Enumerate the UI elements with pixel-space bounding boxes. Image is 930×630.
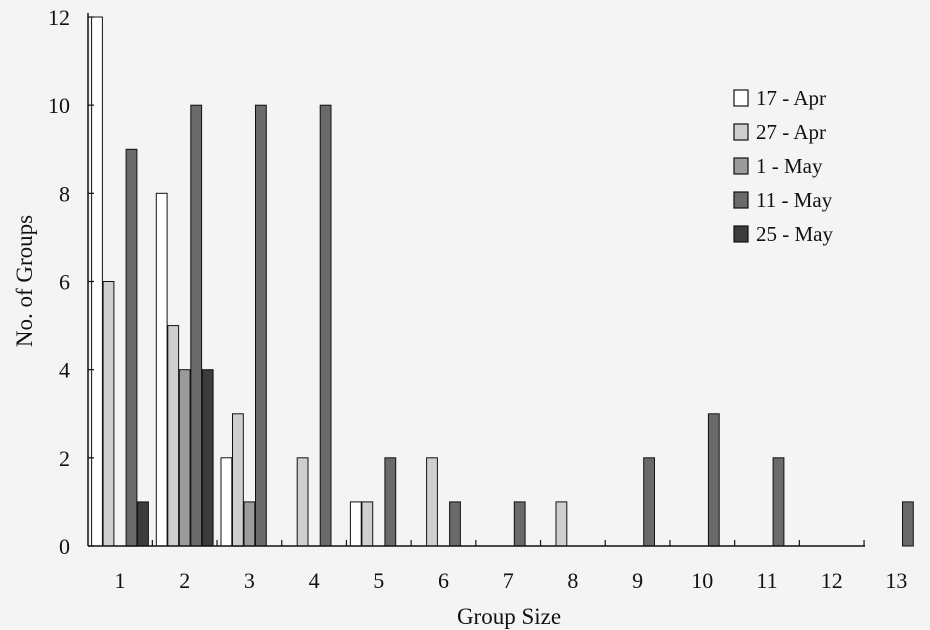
y-tick-label: 2 bbox=[59, 446, 70, 471]
y-tick-label: 8 bbox=[59, 181, 70, 206]
bar-25-may-2 bbox=[201, 369, 214, 547]
x-tick-label: 11 bbox=[756, 568, 777, 593]
x-tick-label: 1 bbox=[115, 568, 126, 593]
bar-27-apr-8 bbox=[555, 501, 568, 547]
bar-11-may-11 bbox=[772, 457, 785, 547]
y-tick-label: 10 bbox=[48, 93, 70, 118]
x-axis-title: Group Size bbox=[457, 604, 561, 629]
y-tick-label: 0 bbox=[59, 534, 70, 559]
y-axis-title: No. of Groups bbox=[12, 215, 37, 347]
legend-swatch bbox=[733, 191, 749, 209]
legend-label: 25 - May bbox=[756, 222, 833, 246]
bar-11-may-1 bbox=[125, 148, 138, 547]
legend-swatch bbox=[733, 157, 749, 175]
legend-swatch bbox=[733, 89, 749, 107]
x-tick-label: 4 bbox=[309, 568, 320, 593]
bar-27-apr-2 bbox=[167, 325, 180, 547]
bar-11-may-13 bbox=[902, 501, 914, 547]
legend-label: 27 - Apr bbox=[756, 120, 826, 144]
bar-17-apr-3 bbox=[220, 457, 233, 547]
x-tick-label: 8 bbox=[567, 568, 578, 593]
legend-label: 17 - Apr bbox=[756, 86, 826, 110]
y-tick-label: 12 bbox=[48, 5, 70, 30]
bar-11-may-2 bbox=[190, 104, 203, 547]
bar-27-apr-4 bbox=[296, 457, 309, 547]
bar-27-apr-5 bbox=[361, 501, 374, 547]
bar-11-may-6 bbox=[449, 501, 461, 547]
x-tick-label: 10 bbox=[691, 568, 713, 593]
bar-11-may-10 bbox=[707, 413, 720, 547]
x-tick-label: 9 bbox=[632, 568, 643, 593]
bar-27-apr-3 bbox=[232, 413, 244, 547]
legend: 17 - Apr 27 - Apr 1 - May 11 - May 25 - May bbox=[733, 86, 833, 246]
bar-27-apr-6 bbox=[426, 457, 438, 547]
y-tick-label: 6 bbox=[59, 270, 70, 295]
x-tick-label: 7 bbox=[503, 568, 514, 593]
y-axis: 0 2 4 6 8 10 12 bbox=[48, 5, 94, 559]
x-tick-label: 5 bbox=[373, 568, 384, 593]
x-axis: 1 2 3 4 5 6 7 8 9 10 11 12 13 bbox=[88, 540, 907, 593]
legend-label: 1 - May bbox=[756, 154, 823, 178]
legend-swatch bbox=[733, 225, 749, 243]
bar-25-may-1 bbox=[137, 501, 149, 547]
legend-swatch bbox=[733, 123, 749, 141]
bar-11-may-7 bbox=[513, 501, 526, 547]
legend-label: 11 - May bbox=[756, 188, 833, 212]
x-tick-label: 12 bbox=[821, 568, 843, 593]
bar-11-may-5 bbox=[384, 457, 397, 547]
plot-area bbox=[91, 16, 914, 547]
bar-17-apr-2 bbox=[155, 192, 168, 547]
bar-17-apr-5 bbox=[349, 501, 362, 547]
bar-11-may-3 bbox=[255, 104, 267, 547]
x-tick-label: 2 bbox=[179, 568, 190, 593]
bar-27-apr-1 bbox=[102, 281, 115, 547]
bar-1-may-3 bbox=[243, 501, 256, 547]
x-tick-label: 6 bbox=[438, 568, 449, 593]
x-tick-label: 13 bbox=[885, 568, 907, 593]
bar-11-may-9 bbox=[643, 457, 656, 547]
bar-1-may-2 bbox=[178, 369, 191, 547]
x-tick-label: 3 bbox=[244, 568, 255, 593]
bar-11-may-4 bbox=[319, 104, 332, 547]
y-tick-label: 4 bbox=[59, 358, 70, 383]
